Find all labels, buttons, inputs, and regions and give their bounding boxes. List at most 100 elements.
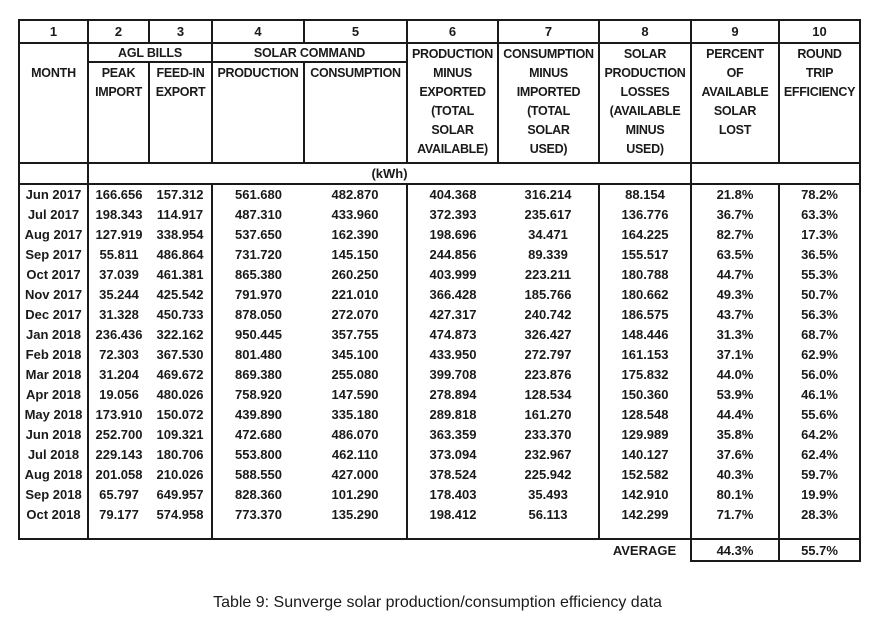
value-cell: 142.299: [599, 504, 692, 524]
value-cell: 469.672: [149, 364, 213, 384]
value-cell: 433.950: [429, 346, 477, 362]
value-cell: 150.360: [599, 384, 692, 404]
value-cell: 186.575: [599, 304, 692, 324]
value-cell: 427.000: [304, 464, 408, 484]
value-cell: 731.720: [235, 246, 282, 262]
value-cell: 35.244: [99, 286, 139, 302]
value-cell: 338.954: [149, 224, 213, 244]
value-cell: 367.530: [149, 344, 213, 364]
column-number-7: 7: [497, 19, 600, 44]
value-cell: 63.5%: [691, 244, 780, 264]
feed-in-export-header: FEED-IN EXPORT: [148, 61, 213, 164]
table-row: Jul 2018 229.143 180.706 553.800 462.110 373.…: [18, 444, 861, 464]
value-cell: 157.312: [149, 184, 213, 204]
month-cell: Aug 2017: [18, 224, 89, 244]
average-row: AVERAGE 44.3% 55.7%: [19, 539, 861, 562]
column-number-3: 3: [148, 19, 213, 44]
value-cell: 34.471: [498, 224, 600, 244]
value-cell: 101.290: [304, 484, 408, 504]
value-cell: 19.056: [99, 386, 139, 402]
table-row: May 2018 173.910 150.072 439.890 335.180 289.…: [18, 404, 861, 424]
value-cell: 229.143: [95, 446, 143, 462]
value-cell: 28.3%: [779, 504, 861, 524]
value-cell: 173.910: [95, 406, 143, 422]
value-cell: 773.370: [235, 506, 282, 522]
value-cell: 588.550: [235, 466, 282, 482]
value-cell: 37.6%: [691, 444, 780, 464]
value-cell: 64.2%: [779, 424, 861, 444]
value-cell: 425.542: [149, 284, 213, 304]
consumption-minus-imported-header: CONSUMPTION MINUS IMPORTED (TOTAL SOLAR …: [497, 42, 600, 164]
value-cell: 44.4%: [691, 404, 780, 424]
value-cell: 19.9%: [779, 484, 861, 504]
value-cell: 55.3%: [779, 264, 861, 284]
value-cell: 79.177: [99, 506, 139, 522]
value-cell: 236.436: [95, 326, 143, 342]
value-cell: 865.380: [235, 266, 282, 282]
value-cell: 482.870: [304, 184, 408, 204]
value-cell: 37.1%: [691, 344, 780, 364]
table-row: Mar 2018 31.204 469.672 869.380 255.080 399.7…: [18, 364, 861, 384]
value-cell: 31.328: [99, 306, 139, 322]
value-cell: 363.359: [429, 426, 477, 442]
value-cell: 801.480: [235, 346, 282, 362]
sub-header-row: PEAK IMPORT FEED-IN EXPORT PRODUCTION CO…: [19, 61, 860, 164]
value-cell: 221.010: [304, 284, 408, 304]
value-cell: 372.393: [429, 206, 477, 222]
column-number-2: 2: [87, 19, 150, 44]
units-row-month-cell: [18, 162, 89, 185]
table-row: Sep 2018 65.797 649.957 828.360 101.290 178.4…: [18, 484, 861, 504]
solar-production-losses-header: SOLAR PRODUCTION LOSSES (AVAILABLE MINUS…: [598, 42, 692, 164]
value-cell: 828.360: [235, 486, 282, 502]
value-cell: 399.708: [429, 366, 477, 382]
value-cell: 404.368: [429, 187, 477, 202]
units-row: (kWh): [18, 162, 861, 185]
value-cell: 147.590: [304, 384, 408, 404]
value-cell: 62.9%: [779, 344, 861, 364]
value-cell: 37.039: [99, 266, 139, 282]
value-cell: 55.811: [99, 246, 139, 262]
column-number-1: 1: [18, 19, 89, 44]
value-cell: 128.534: [498, 384, 600, 404]
value-cell: 150.072: [149, 404, 213, 424]
value-cell: 80.1%: [691, 484, 780, 504]
value-cell: 128.548: [599, 404, 692, 424]
value-cell: 180.788: [599, 264, 692, 284]
value-cell: 198.412: [429, 506, 477, 522]
month-cell: Aug 2018: [18, 464, 89, 484]
value-cell: 378.524: [429, 466, 477, 482]
table-row: Jan 2018 236.436 322.162 950.445 357.755 474.…: [18, 324, 861, 344]
production-header: PRODUCTION: [211, 61, 305, 164]
percent-lost-header: PERCENT OF AVAILABLE SOLAR LOST: [690, 42, 780, 164]
value-cell: 462.110: [304, 444, 408, 464]
value-cell: 869.380: [235, 366, 282, 382]
table-row: Feb 2018 72.303 367.530 801.480 345.100 433.9…: [18, 344, 861, 364]
value-cell: 574.958: [149, 504, 213, 524]
empty-row: [18, 524, 861, 540]
value-cell: 198.696: [429, 226, 477, 242]
value-cell: 44.0%: [691, 364, 780, 384]
table-caption: Table 9: Sunverge solar production/consu…: [213, 594, 662, 611]
table-row: Sep 2017 55.811 486.864 731.720 145.150 244.8…: [18, 244, 861, 264]
column-number-4: 4: [211, 19, 305, 44]
month-cell: Nov 2017: [18, 284, 89, 304]
value-cell: 53.9%: [691, 384, 780, 404]
value-cell: 223.876: [498, 364, 600, 384]
table-row: Aug 2018 201.058 210.026 588.550 427.000 378.…: [18, 464, 861, 484]
month-cell: Oct 2017: [18, 264, 89, 284]
value-cell: 433.960: [304, 204, 408, 224]
month-cell: Sep 2017: [18, 244, 89, 264]
table-body: Jun 2017 166.656 157.312 561.680 482.870 404.…: [18, 184, 861, 524]
value-cell: 72.303: [99, 346, 139, 362]
value-cell: 403.999: [429, 266, 477, 282]
month-cell: Mar 2018: [18, 364, 89, 384]
value-cell: 161.270: [498, 404, 600, 424]
table-row: Nov 2017 35.244 425.542 791.970 221.010 366.4…: [18, 284, 861, 304]
average-label: AVERAGE: [612, 543, 677, 558]
value-cell: 127.919: [95, 226, 143, 242]
value-cell: 210.026: [149, 464, 213, 484]
value-cell: 357.755: [304, 324, 408, 344]
value-cell: 46.1%: [779, 384, 861, 404]
efficiency-table: 1 2 3 4 5 6 7 8 9 10 MONTH AGL BILLS SOL…: [18, 19, 861, 562]
